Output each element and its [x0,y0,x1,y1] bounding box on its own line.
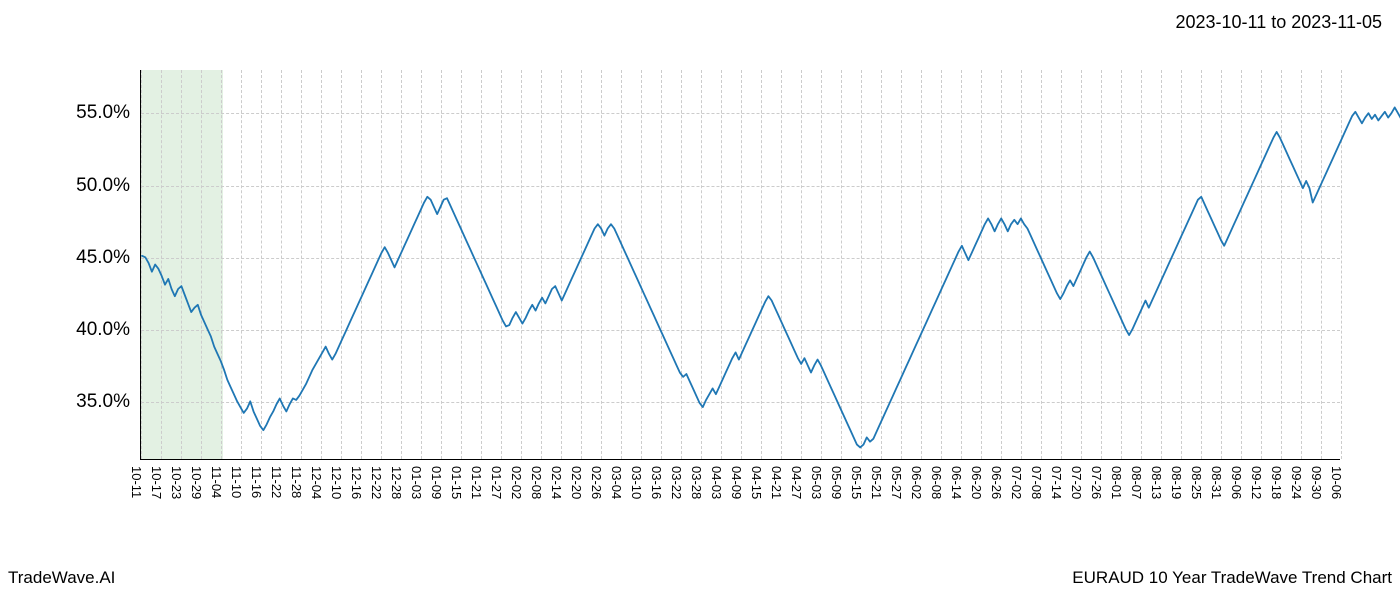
x-tick-label: 02-14 [549,466,564,499]
y-tick-label: 55.0% [70,102,130,124]
x-tick-label: 07-02 [1009,466,1024,499]
x-tick-label: 06-02 [909,466,924,499]
x-tick-label: 12-22 [369,466,384,499]
x-tick-label: 09-18 [1269,466,1284,499]
trend-line [142,80,1400,447]
line-chart-svg [141,70,1340,459]
x-tick-label: 11-10 [229,466,244,498]
y-tick-label: 50.0% [70,175,130,197]
x-tick-label: 10-06 [1329,466,1344,499]
x-tick-label: 07-08 [1029,466,1044,499]
x-tick-label: 02-26 [589,466,604,499]
x-tick-label: 08-01 [1109,466,1124,499]
x-tick-label: 11-22 [269,466,284,498]
x-tick-label: 02-08 [529,466,544,499]
y-tick-label: 40.0% [70,319,130,341]
chart-plot-area [140,70,1340,460]
x-tick-label: 03-28 [689,466,704,499]
x-tick-label: 04-27 [789,466,804,499]
x-tick-label: 06-26 [989,466,1004,499]
x-tick-label: 09-30 [1309,466,1324,499]
x-tick-label: 01-15 [449,466,464,499]
x-tick-label: 01-09 [429,466,444,499]
x-tick-label: 04-09 [729,466,744,499]
x-tick-label: 11-16 [249,466,264,498]
x-tick-label: 11-28 [289,466,304,498]
x-tick-label: 08-19 [1169,466,1184,499]
grid-line-vertical [1341,70,1342,459]
x-tick-label: 10-17 [149,466,164,499]
x-tick-label: 08-31 [1209,466,1224,499]
x-tick-label: 09-24 [1289,466,1304,499]
x-tick-label: 05-03 [809,466,824,499]
x-tick-label: 01-03 [409,466,424,499]
y-tick-label: 35.0% [70,391,130,413]
x-tick-label: 03-10 [629,466,644,499]
x-tick-label: 01-27 [489,466,504,499]
x-tick-label: 10-29 [189,466,204,499]
footer-chart-title: EURAUD 10 Year TradeWave Trend Chart [1072,568,1392,588]
x-tick-label: 05-21 [869,466,884,499]
footer-brand: TradeWave.AI [8,568,115,588]
x-tick-label: 05-15 [849,466,864,499]
x-tick-label: 02-20 [569,466,584,499]
y-tick-label: 45.0% [70,247,130,269]
x-tick-label: 08-25 [1189,466,1204,499]
x-tick-label: 09-06 [1229,466,1244,499]
x-tick-label: 10-23 [169,466,184,499]
x-tick-label: 07-20 [1069,466,1084,499]
x-tick-label: 12-28 [389,466,404,499]
x-tick-label: 06-08 [929,466,944,499]
x-tick-label: 04-21 [769,466,784,499]
x-tick-label: 12-04 [309,466,324,499]
x-tick-label: 03-04 [609,466,624,499]
x-tick-label: 04-15 [749,466,764,499]
x-tick-label: 03-22 [669,466,684,499]
date-range-title: 2023-10-11 to 2023-11-05 [1176,12,1383,33]
x-tick-label: 06-20 [969,466,984,499]
x-tick-label: 08-07 [1129,466,1144,499]
x-tick-label: 11-04 [209,466,224,498]
x-tick-label: 12-16 [349,466,364,499]
x-tick-label: 06-14 [949,466,964,499]
x-tick-label: 09-12 [1249,466,1264,499]
x-tick-label: 05-27 [889,466,904,499]
x-tick-label: 05-09 [829,466,844,499]
x-tick-label: 07-14 [1049,466,1064,499]
x-tick-label: 04-03 [709,466,724,499]
x-tick-label: 01-21 [469,466,484,499]
x-tick-label: 10-11 [129,466,144,498]
x-tick-label: 07-26 [1089,466,1104,499]
x-tick-label: 12-10 [329,466,344,499]
x-tick-label: 03-16 [649,466,664,499]
x-tick-label: 08-13 [1149,466,1164,499]
x-tick-label: 02-02 [509,466,524,499]
